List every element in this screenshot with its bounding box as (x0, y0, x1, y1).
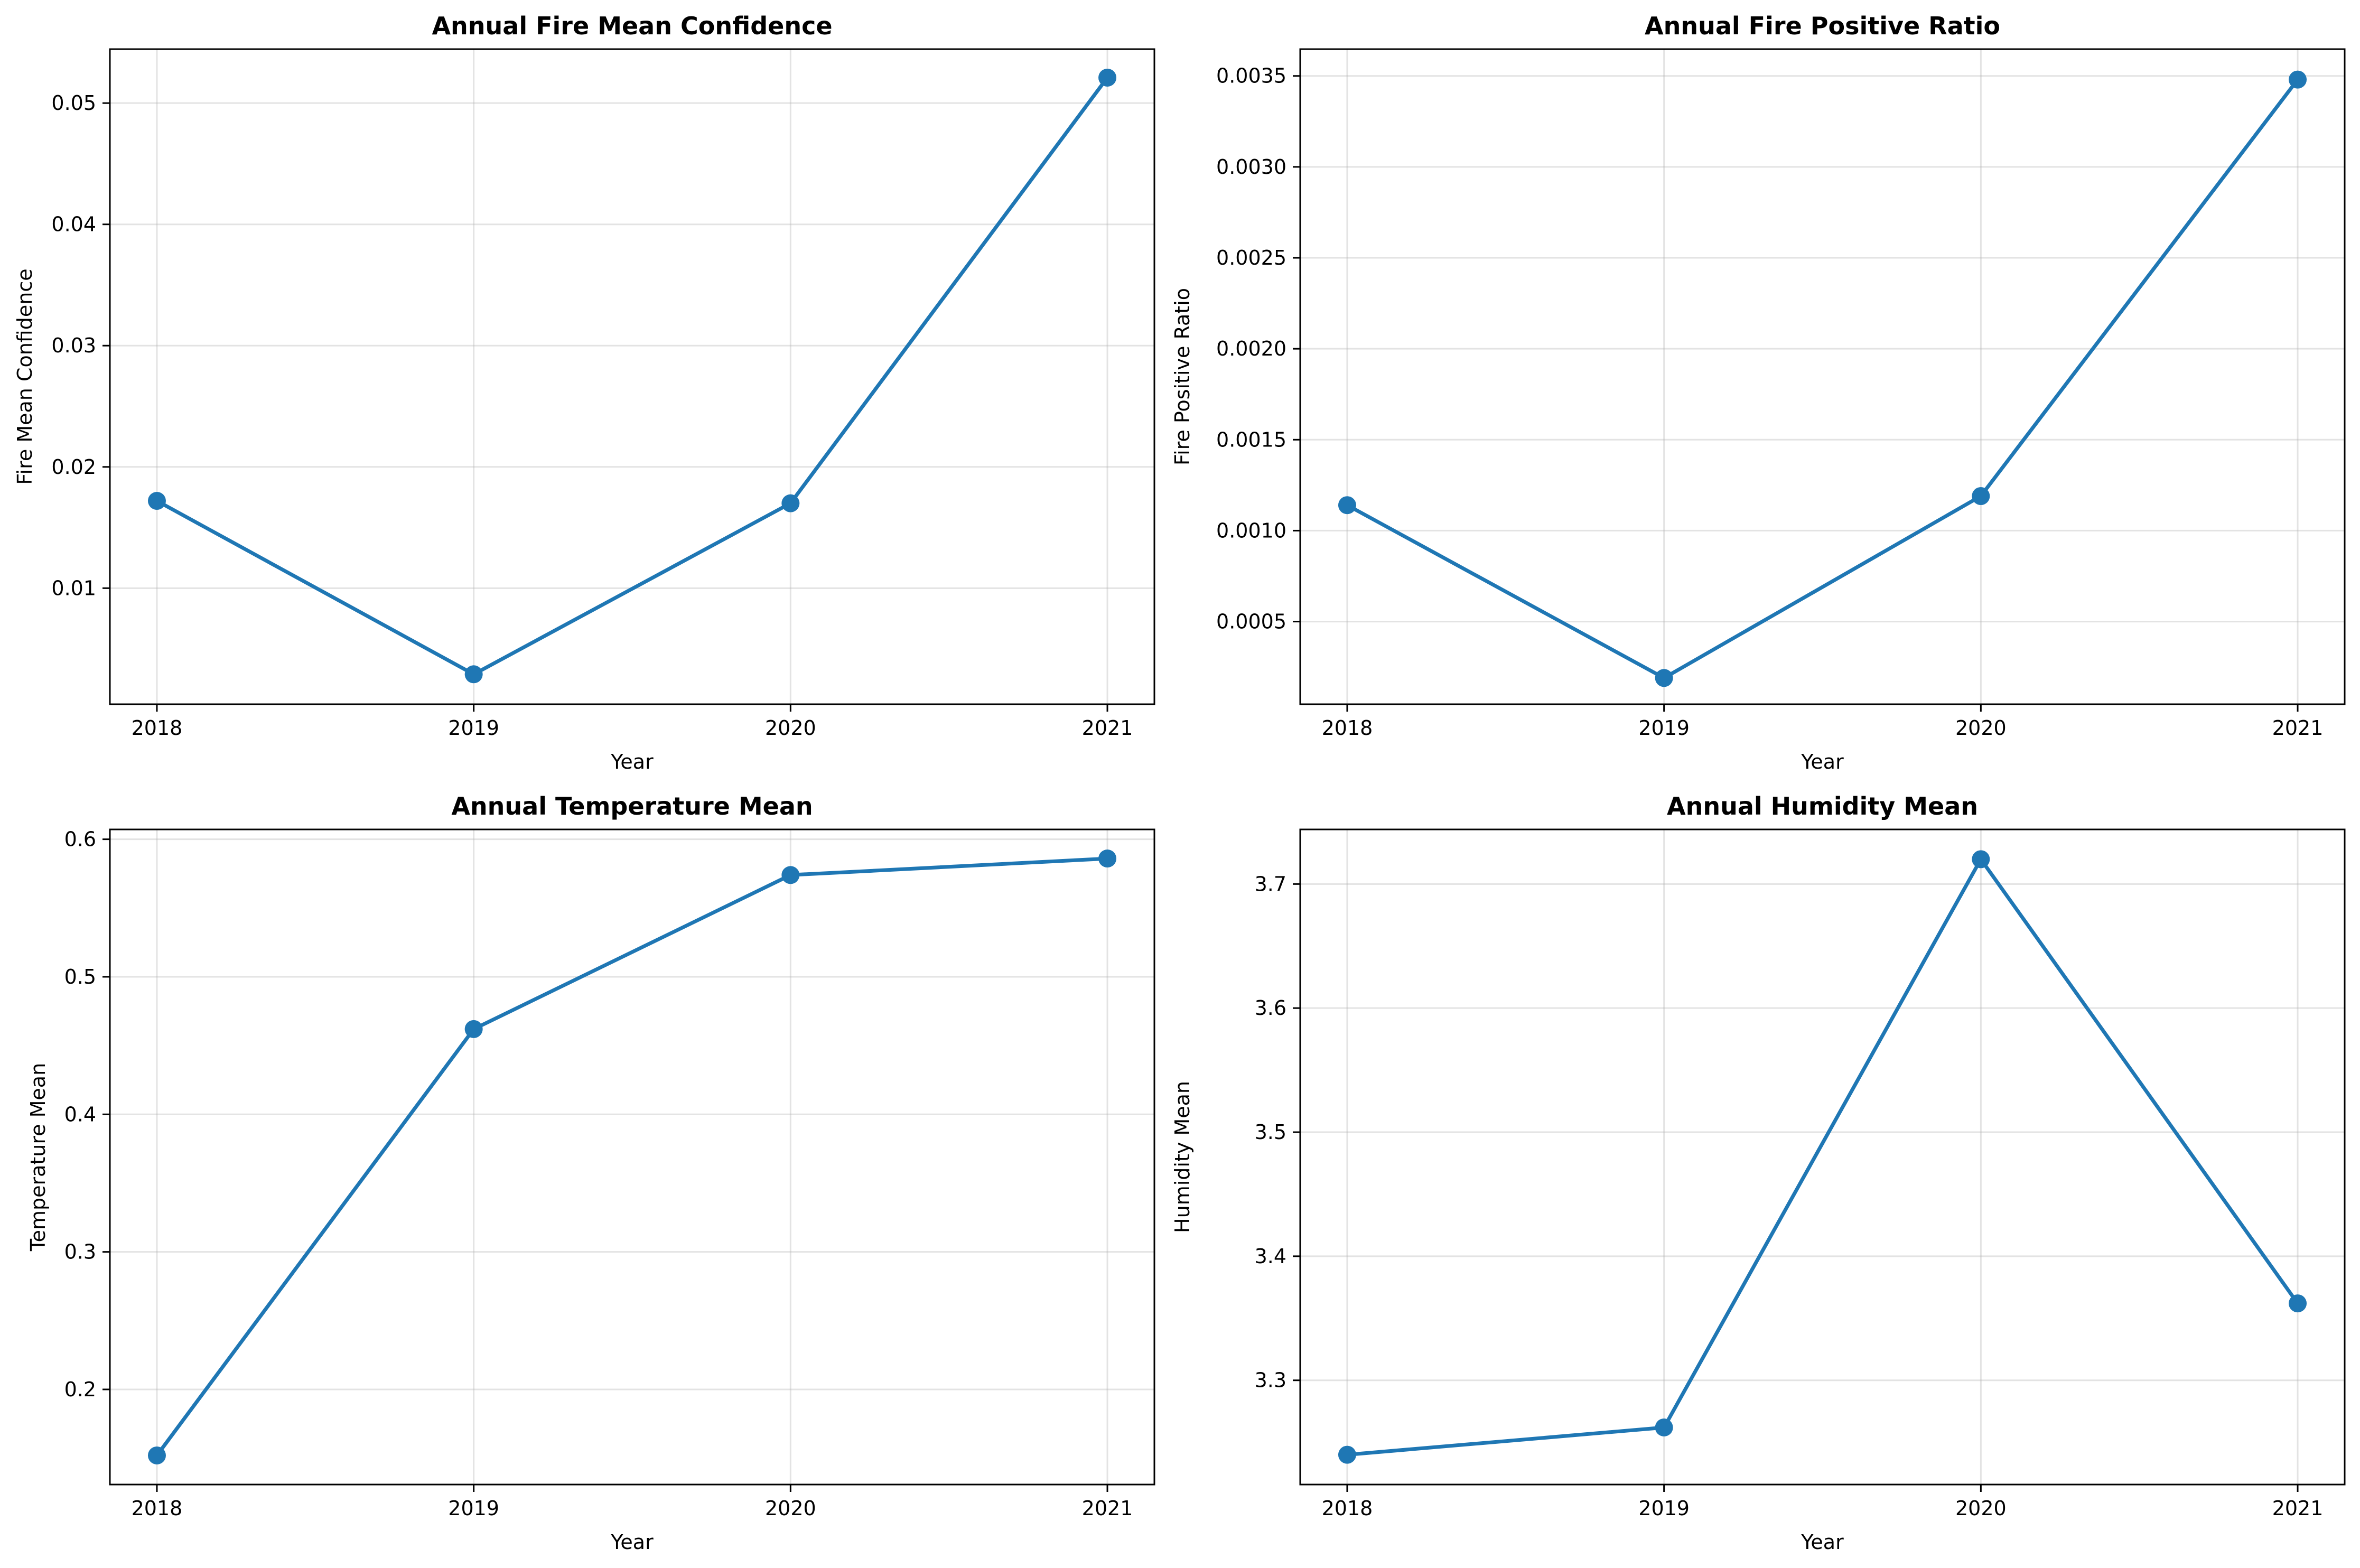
y-tick-label: 0.0035 (1216, 64, 1286, 88)
x-tick-label: 2018 (1322, 1497, 1373, 1520)
x-tick-label: 2021 (2272, 716, 2324, 740)
y-tick-label: 0.01 (51, 576, 96, 600)
x-axis-label: Year (1801, 750, 1844, 773)
data-point (1972, 850, 1990, 869)
chart-panel-4: 2018 2019 2020 2021 3.3 3.4 3.5 3.6 3.7 Annual Hu… (1171, 792, 2346, 1554)
chart-panel-3: 2018 2019 2020 2021 0.2 0.3 0.4 0.5 0.6 Annual Te… (26, 792, 1155, 1554)
x-tick-label: 2018 (132, 1497, 183, 1520)
x-tick-label: 2020 (765, 1497, 816, 1520)
data-point (781, 494, 800, 512)
y-tick-label: 0.0030 (1216, 155, 1286, 179)
data-point (1338, 1445, 1356, 1464)
chart-title: Annual Humidity Mean (1667, 792, 1978, 820)
plot-frame (109, 828, 1155, 1486)
chart-title: Annual Fire Positive Ratio (1645, 12, 2000, 40)
y-tick-label: 0.0010 (1216, 519, 1286, 542)
y-tick-label: 0.0025 (1216, 246, 1286, 269)
series-line (155, 856, 1109, 1458)
y-tick-label: 3.6 (1255, 996, 1286, 1020)
y-tick-label: 3.3 (1255, 1369, 1286, 1392)
chart-title: Annual Fire Mean Confidence (432, 12, 832, 40)
x-axis-label: Year (1801, 1530, 1844, 1554)
chart-panel-1: 2018 2019 2020 2021 0.01 0.02 0.03 0.04 0.05 Annu… (13, 12, 1155, 773)
y-tick-label: 0.3 (64, 1240, 96, 1264)
y-axis-label: Humidity Mean (1171, 1081, 1194, 1233)
x-tick-label: 2020 (1955, 1497, 2007, 1520)
y-tick-label: 0.6 (64, 828, 96, 851)
x-axis-label: Year (610, 750, 654, 773)
y-axis-label: Temperature Mean (26, 1063, 50, 1252)
x-tick-label: 2019 (1638, 716, 1690, 740)
y-tick-label: 0.05 (51, 91, 96, 115)
x-tick-label: 2018 (1322, 716, 1373, 740)
y-axis-label: Fire Mean Confidence (13, 268, 36, 484)
data-point (147, 492, 166, 510)
data-point (2289, 70, 2307, 89)
chart-panel-2: 2018 2019 2020 2021 0.0005 0.0010 0.0015 0.0020… (1171, 12, 2346, 773)
y-tick-label: 0.4 (64, 1103, 96, 1126)
series-line (1345, 78, 2300, 680)
x-tick-label: 2019 (448, 1497, 499, 1520)
x-tick-label: 2019 (448, 716, 499, 740)
plot-frame (1299, 48, 2346, 705)
data-point (781, 866, 800, 884)
y-tick-label: 0.2 (64, 1378, 96, 1401)
y-tick-label: 0.03 (51, 334, 96, 357)
y-tick-label: 3.4 (1255, 1245, 1286, 1268)
data-point (147, 1446, 166, 1464)
x-tick-label: 2020 (765, 716, 816, 740)
series-line (155, 76, 1109, 676)
data-point (2289, 1294, 2307, 1313)
plot-frame (109, 48, 1155, 705)
x-tick-label: 2021 (2272, 1497, 2324, 1520)
y-tick-label: 0.04 (51, 213, 96, 236)
y-axis-label: Fire Positive Ratio (1171, 288, 1194, 465)
data-point (1098, 850, 1117, 868)
x-tick-label: 2018 (132, 716, 183, 740)
data-point (464, 1020, 483, 1038)
y-tick-label: 3.7 (1255, 872, 1286, 895)
plot-frame (1299, 828, 2346, 1486)
x-tick-label: 2021 (1082, 1497, 1133, 1520)
x-tick-label: 2021 (1082, 716, 1133, 740)
y-tick-label: 0.0015 (1216, 428, 1286, 451)
series-line (1345, 857, 2300, 1457)
data-point (1098, 68, 1117, 87)
data-point (464, 665, 483, 684)
y-tick-label: 0.0020 (1216, 337, 1286, 360)
x-tick-label: 2020 (1955, 716, 2007, 740)
y-tick-label: 0.0005 (1216, 610, 1286, 633)
chart-title: Annual Temperature Mean (451, 792, 813, 820)
y-tick-label: 0.02 (51, 455, 96, 479)
x-tick-label: 2019 (1638, 1497, 1690, 1520)
data-point (1338, 496, 1356, 515)
data-point (1972, 487, 1990, 506)
data-point (1655, 669, 1673, 687)
y-tick-label: 0.5 (64, 965, 96, 988)
data-point (1655, 1418, 1673, 1436)
y-tick-label: 3.5 (1255, 1121, 1286, 1144)
x-axis-label: Year (610, 1530, 654, 1554)
